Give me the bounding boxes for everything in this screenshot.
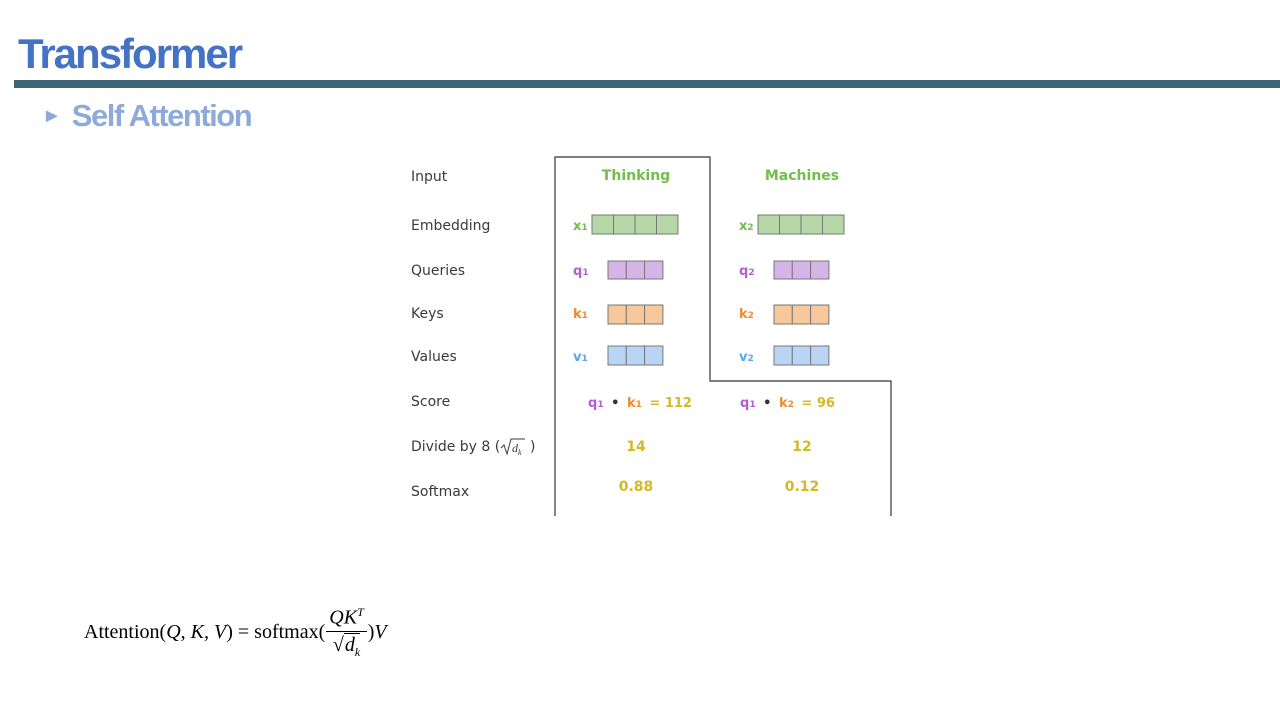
embedding-x1-cell [656, 214, 679, 235]
query-q2-cell [791, 260, 812, 280]
subtitle: ► Self Attention [42, 98, 253, 134]
embedding-x2-cell [822, 214, 845, 235]
query-q1-cell [607, 260, 627, 280]
word-thinking: Thinking [602, 168, 670, 184]
row-label-queries: Queries [411, 263, 465, 279]
query-q1-cell [644, 260, 664, 280]
divided-value-1: 14 [626, 439, 646, 455]
value-v1-cell [625, 345, 646, 366]
query-q2-vector [773, 260, 830, 280]
embedding-x1-cell [634, 214, 657, 235]
key-k2-cell [810, 304, 830, 325]
svg-text:dk: dk [512, 441, 522, 457]
value-v1-cell [607, 345, 627, 366]
embedding-x2-cell [779, 214, 802, 235]
formula-denominator: √dk [332, 632, 361, 659]
key-k1-cell [625, 304, 646, 325]
k2-label: k2 [739, 307, 754, 322]
v1-label: v1 [573, 350, 588, 365]
formula-tail: V [374, 620, 387, 643]
score-1: q1 • k1 = 112 [588, 396, 692, 411]
row-label-divide: Divide by 8 ( [411, 439, 500, 455]
key-k2-cell [773, 304, 793, 325]
row-label-softmax: Softmax [411, 484, 469, 500]
embedding-x2-cell [800, 214, 823, 235]
row-label-embedding: Embedding [411, 218, 490, 234]
key-k2-cell [791, 304, 812, 325]
subtitle-text: Self Attention [71, 98, 253, 133]
sqrt-dk-symbol: dk [500, 438, 525, 457]
row-label-score: Score [411, 394, 450, 410]
embedding-x1-cell [613, 214, 636, 235]
formula-softmax: ) = softmax( [226, 620, 326, 643]
vector-cells [591, 214, 845, 366]
embedding-x1-vector [591, 214, 679, 235]
formula-close: ) [367, 620, 375, 643]
x2-label: x2 [739, 219, 754, 234]
slide-title: Transformer [18, 30, 243, 77]
embedding-x2-vector [757, 214, 845, 235]
row-label-divide-close: ) [530, 439, 535, 455]
value-v2-vector [773, 345, 830, 366]
key-k1-cell [607, 304, 627, 325]
word-machines: Machines [765, 168, 839, 184]
query-q2-cell [773, 260, 793, 280]
q1-label: q1 [573, 264, 589, 279]
k1-label: k1 [573, 307, 588, 322]
formula-numerator: QKT [326, 601, 367, 632]
value-v2-cell [773, 345, 793, 366]
score-2: q1 • k2 = 96 [740, 396, 835, 411]
formula-fraction: QKT √dk [326, 601, 367, 663]
query-q1-cell [625, 260, 646, 280]
query-q1-vector [607, 260, 664, 280]
formula-lhs: Attention( [84, 620, 167, 643]
embedding-x2-cell [757, 214, 780, 235]
row-label-values: Values [411, 349, 457, 365]
v2-label: v2 [739, 350, 754, 365]
value-v1-cell [644, 345, 664, 366]
key-k1-vector [607, 304, 664, 325]
key-k1-cell [644, 304, 664, 325]
x1-label: x1 [573, 219, 588, 234]
softmax-value-1: 0.88 [619, 479, 654, 495]
title-divider [14, 80, 1280, 88]
row-label-keys: Keys [411, 306, 444, 322]
key-k2-vector [773, 304, 830, 325]
bullet-arrow-icon: ► [42, 104, 62, 127]
query-q2-cell [810, 260, 830, 280]
thinking-column-outline [554, 156, 892, 516]
formula-args: Q, K, V [166, 620, 227, 643]
softmax-value-2: 0.12 [785, 479, 820, 495]
value-v2-cell [791, 345, 812, 366]
q2-label: q2 [739, 264, 755, 279]
value-v2-cell [810, 345, 830, 366]
attention-formula: Attention( Q, K, V ) = softmax( QKT √dk … [84, 602, 387, 662]
embedding-x1-cell [591, 214, 614, 235]
divided-value-2: 12 [792, 439, 811, 455]
value-v1-vector [607, 345, 664, 366]
row-label-input: Input [411, 169, 448, 185]
